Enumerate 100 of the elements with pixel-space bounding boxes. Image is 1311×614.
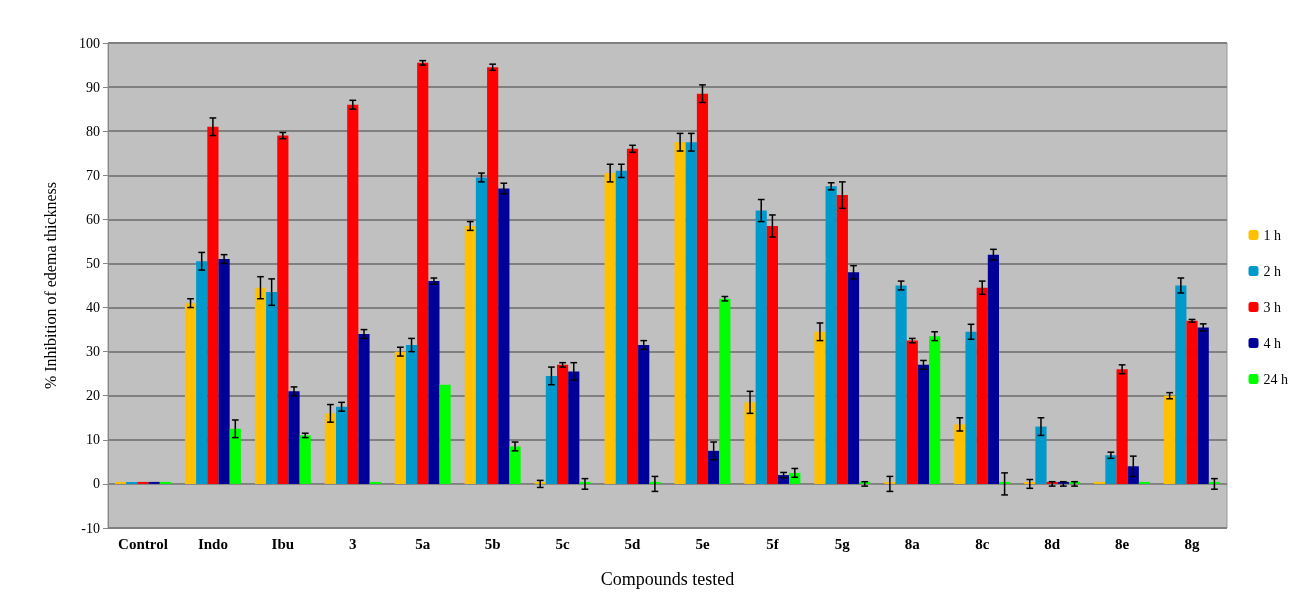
bar bbox=[369, 481, 381, 484]
y-tick-label: 20 bbox=[86, 388, 100, 404]
x-tick-label: 8c bbox=[975, 535, 990, 552]
bar bbox=[766, 225, 778, 484]
x-tick-label: 5b bbox=[484, 535, 501, 552]
x-tick-label: 5f bbox=[766, 535, 780, 552]
x-tick-label: 3 bbox=[349, 535, 357, 552]
bar bbox=[299, 435, 311, 484]
y-tick-label: -10 bbox=[81, 520, 100, 536]
x-tick-label: Control bbox=[118, 535, 168, 552]
bar bbox=[814, 331, 826, 484]
x-tick-label: 5a bbox=[415, 535, 431, 552]
bar bbox=[1208, 481, 1221, 484]
x-tick-label: 8d bbox=[1044, 535, 1061, 552]
bar bbox=[999, 481, 1011, 484]
bar bbox=[1164, 395, 1176, 484]
bar bbox=[324, 413, 336, 484]
y-tick-label: 60 bbox=[86, 211, 100, 227]
bar bbox=[954, 424, 966, 484]
legend-label: 3 h bbox=[1263, 299, 1281, 315]
y-tick-label: 0 bbox=[93, 476, 100, 492]
bar bbox=[1116, 369, 1128, 484]
bar bbox=[825, 186, 837, 484]
bar bbox=[965, 331, 977, 484]
y-axis-title: % Inhibition of edema thickness bbox=[41, 181, 59, 390]
legend-label: 4 h bbox=[1263, 335, 1281, 351]
bar bbox=[394, 351, 406, 484]
bar bbox=[336, 406, 348, 484]
bar bbox=[184, 303, 197, 484]
bar bbox=[428, 281, 440, 484]
bar bbox=[696, 93, 709, 484]
bar bbox=[778, 475, 790, 484]
bar bbox=[674, 142, 686, 484]
x-tick-label: 5g bbox=[834, 535, 851, 552]
x-tick-label: 5d bbox=[624, 535, 642, 552]
bar bbox=[417, 62, 429, 484]
bar bbox=[288, 391, 300, 484]
bar bbox=[1138, 481, 1151, 484]
bar bbox=[929, 336, 941, 484]
x-tick-label: 8e bbox=[1115, 535, 1130, 552]
bar bbox=[347, 104, 359, 484]
bar bbox=[487, 67, 499, 484]
bar bbox=[439, 384, 451, 484]
y-tick-label: 50 bbox=[86, 255, 100, 271]
y-tick-label: 70 bbox=[86, 167, 100, 183]
bar bbox=[719, 298, 731, 484]
bar bbox=[475, 177, 488, 484]
bar bbox=[685, 142, 697, 484]
bar bbox=[509, 446, 521, 484]
x-axis-title: Compounds tested bbox=[600, 569, 735, 589]
y-tick-label: 80 bbox=[86, 123, 100, 139]
bar bbox=[266, 292, 278, 484]
bar bbox=[836, 195, 848, 484]
bar bbox=[207, 126, 219, 484]
x-tick-label: 8a bbox=[904, 535, 921, 552]
bar bbox=[568, 371, 580, 484]
bar bbox=[126, 481, 138, 484]
bar bbox=[1197, 327, 1209, 484]
y-tick-label: 100 bbox=[79, 35, 100, 51]
y-tick-label: 30 bbox=[86, 344, 100, 360]
bar bbox=[218, 259, 230, 484]
legend-label: 1 h bbox=[1263, 227, 1281, 243]
bar bbox=[1035, 426, 1047, 484]
bar bbox=[196, 261, 208, 484]
bar bbox=[229, 428, 241, 484]
bar bbox=[254, 287, 267, 484]
bar bbox=[137, 481, 149, 484]
bar bbox=[1094, 481, 1106, 484]
bar bbox=[906, 340, 918, 484]
y-tick-label: 90 bbox=[86, 79, 100, 95]
x-tick-label: 8g bbox=[1184, 535, 1201, 552]
legend-label: 24 h bbox=[1263, 371, 1288, 387]
bar bbox=[557, 364, 569, 484]
bar bbox=[1105, 455, 1117, 484]
bar bbox=[708, 450, 720, 484]
bar bbox=[114, 481, 127, 484]
bar bbox=[987, 254, 999, 484]
bar bbox=[638, 345, 650, 484]
bar bbox=[626, 148, 639, 484]
bar bbox=[498, 188, 510, 484]
bar bbox=[1127, 466, 1139, 484]
bar bbox=[405, 345, 418, 484]
bar bbox=[615, 170, 627, 484]
x-tick-label: 5c bbox=[555, 535, 571, 552]
bar bbox=[277, 135, 289, 484]
x-tick-label: Indo bbox=[197, 535, 228, 552]
bar bbox=[895, 285, 907, 484]
bar bbox=[1175, 285, 1187, 484]
x-tick-label: 5e bbox=[695, 535, 710, 552]
y-tick-label: 40 bbox=[86, 300, 100, 316]
y-tick-label: 10 bbox=[86, 432, 100, 448]
bar bbox=[917, 364, 930, 484]
legend-label: 2 h bbox=[1263, 263, 1281, 279]
bar bbox=[755, 210, 767, 484]
bar bbox=[159, 481, 171, 484]
bar bbox=[744, 402, 756, 484]
bar bbox=[545, 375, 557, 484]
bar bbox=[604, 173, 616, 484]
x-tick-label: Ibu bbox=[271, 535, 295, 552]
bar bbox=[148, 481, 160, 484]
